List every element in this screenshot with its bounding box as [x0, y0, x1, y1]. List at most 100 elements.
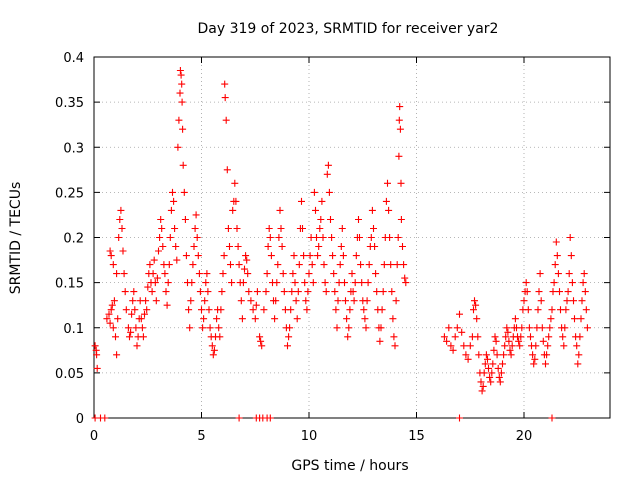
- data-point: [143, 306, 151, 314]
- data-point: [532, 342, 540, 350]
- x-tick-label: 15: [408, 429, 425, 444]
- data-point: [472, 301, 480, 309]
- data-point: [314, 252, 322, 260]
- data-point: [327, 216, 334, 223]
- data-point: [547, 315, 555, 323]
- data-point: [91, 342, 99, 350]
- data-point: [157, 216, 165, 223]
- data-point: [182, 252, 190, 260]
- data-point: [495, 373, 503, 381]
- data-point: [480, 369, 488, 377]
- data-point: [355, 216, 362, 223]
- data-point: [149, 270, 157, 278]
- data-point: [556, 288, 563, 296]
- data-point: [382, 197, 390, 205]
- x-axis-label: GPS time / hours: [291, 458, 408, 474]
- data-point: [484, 355, 491, 363]
- data-point: [339, 252, 347, 260]
- data-point: [391, 342, 399, 350]
- data-point: [365, 261, 373, 269]
- data-point: [402, 279, 410, 287]
- data-point: [500, 351, 508, 359]
- data-point: [344, 333, 352, 341]
- data-point: [539, 337, 547, 345]
- data-point: [330, 270, 338, 278]
- data-point: [560, 342, 568, 350]
- data-point: [486, 373, 494, 381]
- data-point: [387, 261, 395, 269]
- data-point: [178, 80, 186, 88]
- data-point: [320, 261, 328, 269]
- data-point: [333, 324, 341, 332]
- data-point: [120, 270, 128, 278]
- data-point: [264, 243, 272, 250]
- data-point: [286, 324, 294, 332]
- data-point: [351, 279, 359, 287]
- data-point: [266, 234, 274, 241]
- data-point: [566, 234, 574, 241]
- data-point: [243, 256, 251, 264]
- y-tick-label: 0.4: [63, 51, 84, 66]
- data-point: [202, 279, 210, 287]
- data-point: [272, 297, 280, 305]
- y-tick-label: 0.1: [63, 322, 84, 337]
- data-point: [471, 297, 478, 305]
- data-point: [165, 261, 173, 269]
- data-point: [544, 342, 552, 350]
- data-point: [289, 270, 297, 278]
- data-point: [117, 206, 125, 214]
- data-point: [110, 297, 118, 305]
- x-tick-label: 5: [197, 429, 205, 444]
- data-point: [329, 252, 337, 260]
- data-point: [565, 270, 573, 278]
- data-point: [210, 346, 218, 354]
- data-point: [294, 288, 302, 296]
- data-point: [368, 206, 376, 214]
- data-point: [93, 351, 101, 359]
- data-point: [396, 103, 404, 111]
- data-point: [489, 360, 497, 368]
- data-point: [342, 297, 349, 305]
- data-point: [275, 234, 283, 241]
- data-point: [525, 324, 533, 332]
- data-point: [204, 288, 212, 296]
- data-point: [392, 297, 400, 305]
- data-point: [233, 225, 241, 232]
- data-point: [235, 414, 243, 422]
- data-point: [349, 288, 357, 296]
- data-point: [187, 297, 195, 305]
- data-point: [181, 216, 189, 223]
- data-point: [221, 80, 229, 88]
- data-point: [93, 364, 101, 372]
- data-point: [390, 333, 398, 341]
- y-tick-label: 0.3: [63, 141, 84, 156]
- data-point: [232, 197, 240, 205]
- data-point: [290, 252, 298, 260]
- grid: [94, 57, 610, 418]
- data-point: [169, 188, 176, 196]
- data-point: [582, 306, 590, 314]
- data-point: [504, 328, 512, 336]
- data-point: [575, 351, 583, 359]
- data-point: [447, 342, 455, 350]
- data-point: [334, 297, 342, 305]
- data-point: [301, 279, 309, 287]
- data-point: [118, 225, 126, 232]
- data-point: [517, 333, 525, 341]
- data-point: [174, 143, 182, 151]
- data-point: [583, 324, 591, 332]
- data-point: [511, 315, 519, 323]
- chart-title: Day 319 of 2023, SRMTID for receiver yar…: [198, 21, 499, 37]
- data-point: [198, 306, 205, 314]
- data-point: [191, 225, 199, 232]
- data-point: [549, 288, 557, 296]
- data-point: [373, 288, 381, 296]
- data-point: [137, 315, 145, 323]
- data-point: [524, 306, 532, 314]
- data-point: [216, 333, 224, 341]
- data-point: [139, 333, 147, 341]
- data-point: [363, 297, 371, 305]
- data-point: [345, 324, 353, 332]
- data-point: [108, 301, 116, 309]
- y-tick-label: 0.35: [55, 96, 84, 111]
